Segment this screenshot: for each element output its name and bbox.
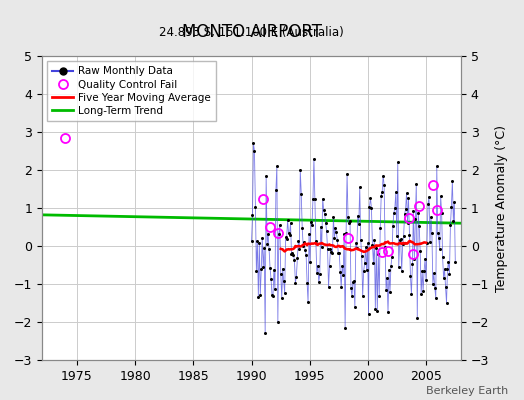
Legend: Raw Monthly Data, Quality Control Fail, Five Year Moving Average, Long-Term Tren: Raw Monthly Data, Quality Control Fail, … [47,61,216,121]
Text: Berkeley Earth: Berkeley Earth [426,386,508,396]
Text: 24.893 S, 151.100 E (Australia): 24.893 S, 151.100 E (Australia) [159,26,344,39]
Title: MONTO AIRPORT: MONTO AIRPORT [181,22,322,40]
Y-axis label: Temperature Anomaly (°C): Temperature Anomaly (°C) [495,124,508,292]
